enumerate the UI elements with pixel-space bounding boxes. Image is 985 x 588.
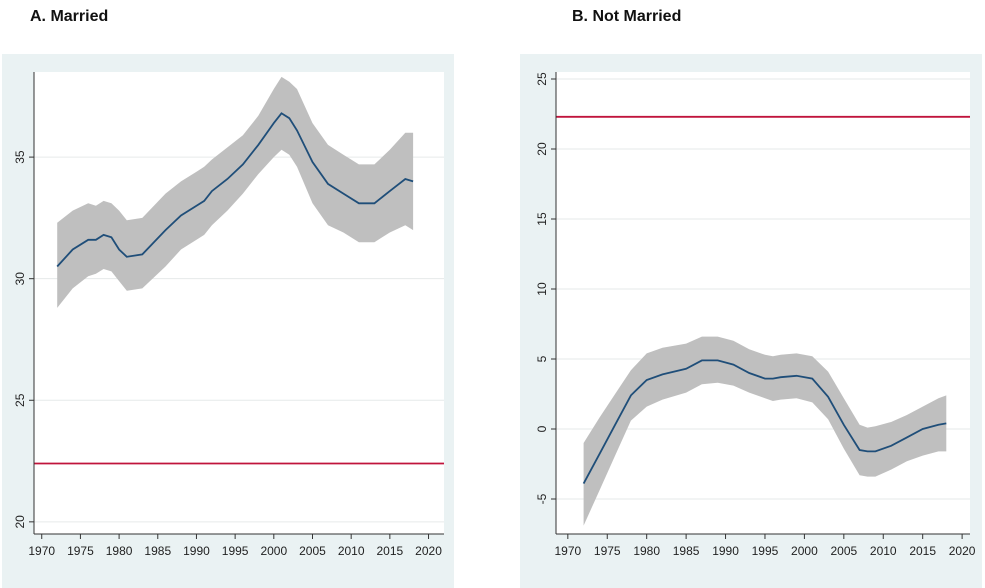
y-tick-label-20: 20	[13, 515, 27, 529]
x-tick-label-1985: 1985	[673, 544, 700, 558]
x-tick-label-1985: 1985	[144, 544, 171, 558]
x-tick-label-2015: 2015	[376, 544, 403, 558]
x-tick-label-2020: 2020	[415, 544, 442, 558]
y-tick-label--5: -5	[535, 493, 549, 504]
panel-a-title: A. Married	[30, 8, 109, 25]
x-tick-label-2010: 2010	[870, 544, 897, 558]
x-tick-label-1980: 1980	[106, 544, 133, 558]
x-tick-label-2020: 2020	[949, 544, 976, 558]
y-tick-label-10: 10	[535, 282, 549, 296]
y-tick-label-25: 25	[13, 393, 27, 407]
y-tick-label-5: 5	[535, 355, 549, 362]
plot-area	[556, 72, 970, 534]
y-tick-label-25: 25	[535, 72, 549, 86]
panel-b-title: B. Not Married	[572, 8, 682, 25]
confidence-band	[583, 336, 947, 526]
estimate-line	[56, 112, 414, 268]
x-tick-label-1995: 1995	[752, 544, 779, 558]
x-tick-label-2015: 2015	[909, 544, 936, 558]
panel-b-not-married: -5 0 5 10 15 20 25 1970 1975 1980 1985 1990 1995 2000…	[520, 54, 982, 588]
x-tick-label-1970: 1970	[28, 544, 55, 558]
y-tick-label-0: 0	[535, 425, 549, 432]
x-tick-label-2005: 2005	[299, 544, 326, 558]
x-tick-label-2000: 2000	[791, 544, 818, 558]
x-tick-label-1975: 1975	[67, 544, 94, 558]
y-tick-label-15: 15	[535, 212, 549, 226]
x-tick-label-1970: 1970	[554, 544, 581, 558]
x-tick-label-1990: 1990	[183, 544, 210, 558]
x-tick-label-1975: 1975	[594, 544, 621, 558]
x-tick-label-1995: 1995	[222, 544, 249, 558]
x-tick-label-1990: 1990	[712, 544, 739, 558]
y-tick-label-30: 30	[13, 272, 27, 286]
y-tick-label-20: 20	[535, 142, 549, 156]
panel-a-married: 20 25 30 35 1970 1975 1980 1985 1990 1995 2000 2005…	[2, 54, 454, 588]
x-tick-label-2010: 2010	[338, 544, 365, 558]
x-tick-label-2005: 2005	[830, 544, 857, 558]
x-tick-label-2000: 2000	[260, 544, 287, 558]
y-tick-label-35: 35	[13, 150, 27, 164]
estimate-line	[582, 359, 947, 485]
x-tick-label-1980: 1980	[633, 544, 660, 558]
